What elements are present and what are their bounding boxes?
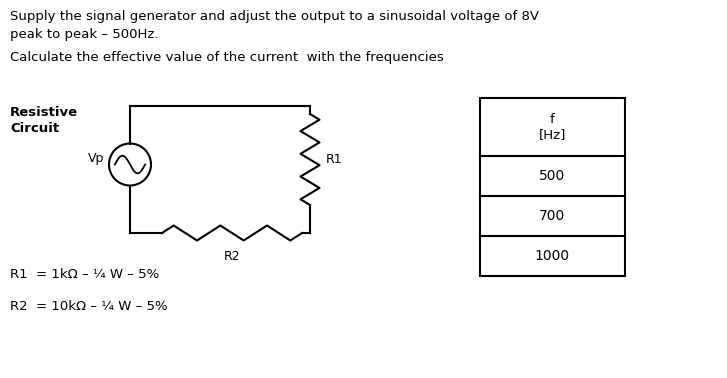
- Text: 700: 700: [539, 209, 566, 223]
- Text: Calculate the effective value of the current  with the frequencies: Calculate the effective value of the cur…: [10, 51, 443, 64]
- Text: R2  = 10kΩ – ¼ W – 5%: R2 = 10kΩ – ¼ W – 5%: [10, 300, 168, 313]
- Text: R1: R1: [326, 153, 342, 166]
- Text: 1000: 1000: [535, 249, 570, 263]
- Text: 500: 500: [539, 169, 566, 183]
- Bar: [480, 98, 625, 276]
- Text: Vp: Vp: [88, 152, 104, 165]
- Text: f
[Hz]: f [Hz]: [539, 113, 566, 141]
- Text: peak to peak – 500Hz.: peak to peak – 500Hz.: [10, 28, 158, 41]
- Text: Resistive
Circuit: Resistive Circuit: [10, 106, 78, 135]
- Text: Supply the signal generator and adjust the output to a sinusoidal voltage of 8V: Supply the signal generator and adjust t…: [10, 10, 539, 23]
- Text: R1  = 1kΩ – ¼ W – 5%: R1 = 1kΩ – ¼ W – 5%: [10, 268, 159, 281]
- Text: R2: R2: [224, 251, 241, 263]
